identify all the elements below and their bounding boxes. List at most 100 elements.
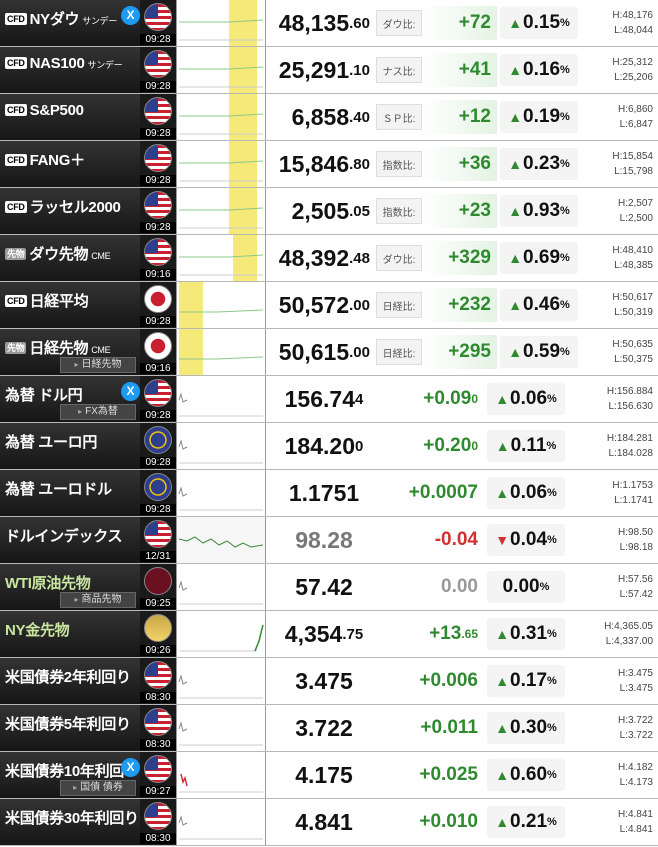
instrument-label[interactable]: 為替 ユーロドル [0,470,140,516]
x-share-icon[interactable]: X [121,758,140,777]
mini-chart[interactable] [176,517,266,563]
mini-chart[interactable] [176,799,266,845]
type-badge: CFD [5,201,27,213]
instrument-label[interactable]: 為替 ユーロ円 [0,423,140,469]
update-time: 09:16 [140,269,176,280]
sub-link-button[interactable]: 商品先物 [60,592,136,608]
instrument-label[interactable]: CFD FANG＋ [0,141,140,187]
up-arrow-icon: ▲ [495,673,510,689]
percent-sign: % [560,158,570,170]
update-time: 09:28 [140,316,176,327]
mini-chart[interactable] [176,282,266,328]
name-text: 米国債券10年利回 [5,763,124,780]
update-time: 09:28 [140,128,176,139]
update-time: 09:28 [140,457,176,468]
quote-row[interactable]: 米国債券10年利回X国債 債券09:274.175+0.025▲0.60%H:4… [0,752,658,799]
quote-row[interactable]: 為替 ユーロドル 09:28 1.1751 +0.0007 ▲ 0.06% H:1.1753… [0,470,658,517]
low-value: L:4,337.00 [605,636,653,647]
instrument-label[interactable]: 米国債券5年利回り [0,705,140,751]
quote-row[interactable]: ドルインデックス 12/31 98.28 -0.04 ▼ 0.04% H:98.50 L:98… [0,517,658,564]
mini-chart[interactable] [176,705,266,751]
price-decimal: .60 [349,14,370,32]
mini-chart[interactable] [176,235,266,281]
instrument-label[interactable]: CFD NYダウ サンデー X [0,0,140,46]
mini-chart[interactable] [176,564,266,610]
quote-row[interactable]: CFD ラッセル2000 09:28 2,505.05 指数比: +23 ▲ 0.93% H:2… [0,188,658,235]
sub-link-button[interactable]: 国債 債券 [60,780,136,796]
percent-change: ▲ 0.23% [500,148,578,180]
instrument-label[interactable]: CFD 日経平均 [0,282,140,328]
quote-row[interactable]: CFD 日経平均 09:28 50,572.00 日経比: +232 ▲ 0.46% H:50,… [0,282,658,329]
quote-row[interactable]: CFD NYダウ サンデー X 09:28 48,135.60 ダウ比: +72 ▲ 0.15% H… [0,0,658,47]
mini-chart[interactable] [176,329,266,375]
instrument-label[interactable]: 先物 ダウ先物 CME [0,235,140,281]
mini-chart[interactable] [176,423,266,469]
instrument-label[interactable]: CFD NAS100 サンデー [0,47,140,93]
x-share-icon[interactable]: X [121,6,140,25]
quote-row[interactable]: 為替 ドル円XFX為替09:28156.744+0.090▲0.06%H:156… [0,376,658,423]
change-integer: +23 [458,200,491,221]
up-arrow-icon: ▲ [508,109,523,125]
quote-row[interactable]: CFD S&P500 09:28 6,858.40 ＳＰ比: +12 ▲ 0.19% H:6,8… [0,94,658,141]
low-value: L:15,798 [614,166,653,177]
mini-chart[interactable] [176,0,266,46]
update-time: 09:16 [140,363,176,374]
quote-row[interactable]: NY金先物 09:26 4,354.75 +13.65 ▲ 0.31% H:4,365.05… [0,611,658,658]
mini-chart[interactable] [176,658,266,704]
sub-link-button[interactable]: FX為替 [60,404,136,420]
mini-chart[interactable] [176,376,266,422]
percent-change: ▲ 0.16% [500,54,578,86]
flag-column: 08:30 [140,799,176,845]
instrument-label[interactable]: WTI原油先物商品先物 [0,564,140,610]
mini-chart[interactable] [176,611,266,657]
instrument-label[interactable]: ドルインデックス [0,517,140,563]
instrument-label[interactable]: CFD ラッセル2000 [0,188,140,234]
quote-row[interactable]: 先物日経先物CME日経先物09:1650,615.00日経比:+295▲0.59… [0,329,658,376]
mini-chart[interactable] [176,752,266,798]
high-value: H:3.722 [617,715,653,726]
change-integer: +0.0007 [408,482,478,503]
update-time: 12/31 [140,551,176,562]
high-value: H:3.475 [617,668,653,679]
up-arrow-icon: ▲ [495,814,510,830]
mini-chart[interactable] [176,94,266,140]
high-low: H:57.56 L:57.42 [568,564,658,610]
instrument-label[interactable]: 米国債券2年利回り [0,658,140,704]
price-integer: 98.28 [295,526,353,553]
instrument-label[interactable]: 先物日経先物CME日経先物 [0,329,140,375]
quote-row[interactable]: CFD FANG＋ 09:28 15,846.80 指数比: +36 ▲ 0.23% H:15,… [0,141,658,188]
x-share-icon[interactable]: X [121,382,140,401]
quote-row[interactable]: 為替 ユーロ円 09:28 184.20 0 +0.20 0 ▲ 0.11% H:184.281… [0,423,658,470]
percent-sign: % [547,393,557,405]
quote-row[interactable]: 米国債券2年利回り 08:30 3.475 +0.006 ▲ 0.17% H:3.475 L:… [0,658,658,705]
high-value: H:57.56 [617,574,653,585]
high-low: H:4.841 L:4.841 [568,799,658,845]
high-low: H:4.182 L:4.173 [568,752,658,798]
update-time: 09:28 [140,504,176,515]
instrument-label[interactable]: CFD S&P500 [0,94,140,140]
mini-chart[interactable] [176,47,266,93]
percent-value: 0.23 [523,153,561,174]
mini-chart[interactable] [176,188,266,234]
instrument-label[interactable]: 米国債券30年利回り [0,799,140,845]
change-value: +0.011 [388,705,484,751]
quote-row[interactable]: 米国債券30年利回り 08:30 4.841 +0.010 ▲ 0.21% H:4.841 L… [0,799,658,846]
high-low: H:15,854 L:15,798 [581,141,658,187]
quote-row[interactable]: CFD NAS100 サンデー 09:28 25,291.10 ナス比: +41 ▲ 0.16%… [0,47,658,94]
up-arrow-icon: ▲ [495,767,510,783]
quote-row[interactable]: 先物 ダウ先物 CME 09:16 48,392.48 ダウ比: +329 ▲ 0.69% H:4… [0,235,658,282]
price-value: 25,291.10 [266,47,376,93]
quote-row[interactable]: WTI原油先物商品先物09:2557.420.000.00%H:57.56L:5… [0,564,658,611]
mini-chart[interactable] [176,141,266,187]
flag-column: 09:26 [140,611,176,657]
name-suffix: CME [91,251,111,261]
instrument-name: CFD NYダウ サンデー [5,8,117,29]
instrument-label[interactable]: NY金先物 [0,611,140,657]
up-arrow-icon: ▲ [495,626,510,642]
sub-link-button[interactable]: 日経先物 [60,357,136,373]
high-low: H:3.722 L:3.722 [568,705,658,751]
instrument-label[interactable]: 為替 ドル円 X FX為替 [0,376,140,422]
quote-row[interactable]: 米国債券5年利回り 08:30 3.722 +0.011 ▲ 0.30% H:3.722 L:… [0,705,658,752]
mini-chart[interactable] [176,470,266,516]
